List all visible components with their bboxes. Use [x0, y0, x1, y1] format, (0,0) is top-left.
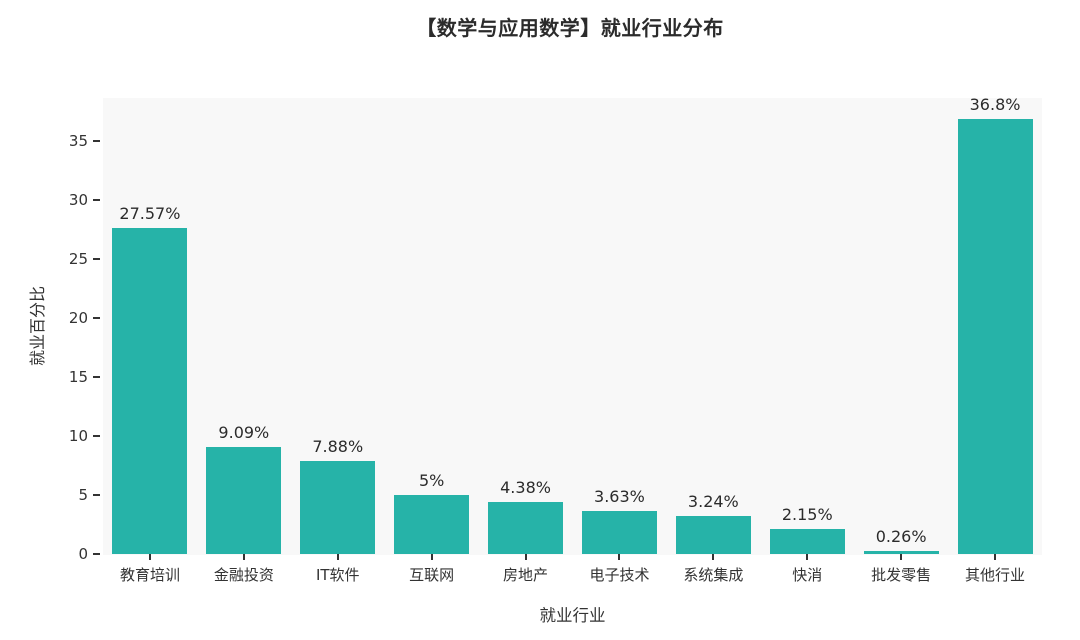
bar-value-label: 4.38% — [500, 478, 551, 498]
bar — [206, 446, 282, 554]
bar — [769, 528, 845, 554]
x-tick-label: 互联网 — [409, 566, 455, 584]
y-tick-label: 5 — [78, 485, 88, 504]
x-tick-label: 房地产 — [503, 566, 549, 584]
y-tick — [93, 139, 100, 142]
x-tick — [712, 554, 715, 560]
bar-value-label: 3.24% — [687, 491, 739, 511]
bar-value-label: 7.88% — [312, 436, 364, 456]
x-tick-label: 其他行业 — [965, 566, 1026, 584]
x-tick — [336, 554, 339, 560]
bar — [488, 502, 564, 554]
x-tick-label: 教育培训 — [119, 566, 180, 584]
x-tick-label: 电子技术 — [589, 566, 650, 584]
x-tick-label: 金融投资 — [213, 566, 274, 584]
y-tick-label: 25 — [68, 249, 88, 268]
y-tick — [93, 198, 100, 201]
y-tick-label: 10 — [68, 426, 88, 445]
x-tick — [618, 554, 621, 560]
y-tick-label: 30 — [68, 190, 88, 209]
x-tick-label: 批发零售 — [871, 566, 932, 584]
bar — [300, 460, 376, 554]
bar-value-label: 9.09% — [218, 422, 270, 442]
bar — [957, 119, 1033, 554]
y-tick-label: 15 — [68, 367, 88, 386]
x-tick — [994, 554, 997, 560]
bar — [581, 511, 657, 554]
y-tick — [93, 553, 100, 555]
bar-value-label: 0.26% — [875, 526, 927, 546]
y-axis-title: 就业百分比 — [28, 285, 47, 367]
x-tick — [242, 554, 245, 560]
bar — [394, 494, 470, 554]
chart-title: 【数学与应用数学】就业行业分布 — [416, 16, 724, 40]
bar — [675, 515, 751, 554]
bar — [863, 550, 939, 554]
bar-value-label: 2.15% — [781, 504, 833, 524]
y-tick — [93, 375, 100, 378]
x-tick — [900, 554, 903, 560]
bar-value-label: 5% — [418, 470, 445, 490]
x-tick — [430, 554, 433, 560]
x-tick-label: 快消 — [792, 566, 823, 584]
y-tick-label: 0 — [78, 545, 88, 563]
x-tick-label: 系统集成 — [683, 566, 744, 584]
x-tick — [524, 554, 527, 560]
bar — [112, 228, 188, 554]
x-tick — [148, 554, 151, 560]
bar-value-label: 27.57% — [119, 204, 181, 224]
x-tick-label: IT软件 — [315, 566, 360, 584]
bar-value-label: 36.8% — [969, 95, 1021, 115]
y-tick — [93, 434, 100, 437]
y-tick — [93, 493, 100, 496]
y-tick-label: 20 — [68, 308, 88, 327]
y-tick — [93, 316, 100, 319]
y-tick-label: 35 — [68, 131, 88, 150]
y-tick — [93, 257, 100, 260]
x-tick — [806, 554, 809, 560]
bar-value-label: 3.63% — [594, 487, 645, 507]
x-axis-title: 就业行业 — [539, 606, 606, 625]
